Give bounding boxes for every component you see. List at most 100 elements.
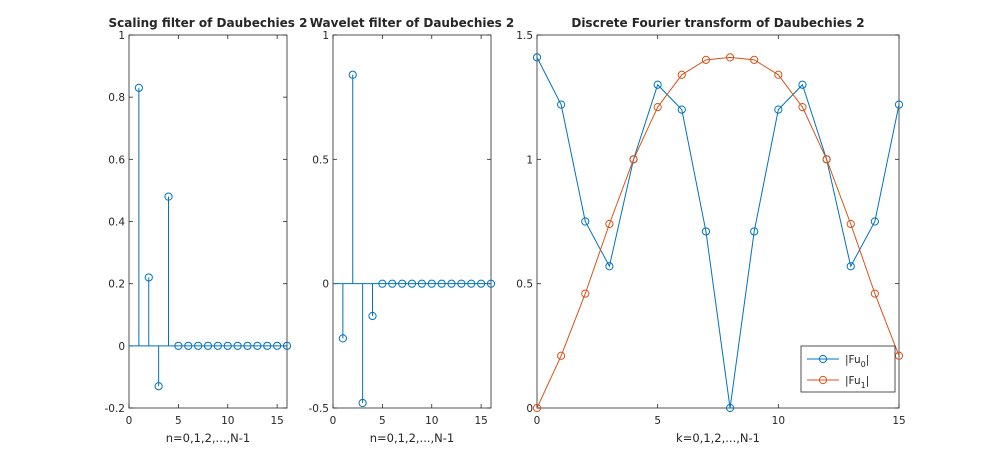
stem-marker xyxy=(457,279,466,288)
data-point-series-1 xyxy=(581,289,590,298)
data-point-series-0 xyxy=(725,403,735,413)
stem-marker xyxy=(223,341,232,350)
legend-box xyxy=(800,345,896,393)
x-tick-label: 0 xyxy=(126,415,133,427)
data-point-series-1 xyxy=(653,103,662,112)
x-axis-label: n=0,1,2,...,N-1 xyxy=(166,431,251,445)
y-tick-label: -0.2 xyxy=(105,403,126,415)
stem-marker xyxy=(388,279,397,288)
data-point-series-0 xyxy=(750,227,759,236)
data-point-series-0 xyxy=(605,262,614,271)
y-tick-label: 0.5 xyxy=(312,154,329,166)
legend-subscript: 0 xyxy=(861,360,866,369)
stem-marker xyxy=(134,83,143,92)
x-tick-label: 0 xyxy=(534,415,541,427)
y-tick-label: 1 xyxy=(118,30,125,42)
stem-marker xyxy=(407,279,417,288)
data-point-series-1 xyxy=(701,55,711,64)
legend: |Fu0||Fu1| xyxy=(800,345,896,393)
data-point-series-0 xyxy=(677,105,686,114)
data-point-series-0 xyxy=(557,100,566,109)
legend-label-0: |Fu0| xyxy=(845,354,869,369)
data-point-series-0 xyxy=(870,217,879,226)
stem-marker xyxy=(447,279,456,288)
chart-title: Discrete Fourier transform of Daubechies… xyxy=(571,16,864,30)
y-tick-label: -0.5 xyxy=(309,403,330,415)
x-tick-label: 15 xyxy=(892,415,905,427)
stem-marker xyxy=(358,398,367,408)
x-tick-label: 15 xyxy=(474,415,487,427)
chart-title: Scaling filter of Daubechies 2 xyxy=(109,16,308,30)
x-tick-label: 10 xyxy=(425,415,438,427)
stem-marker xyxy=(417,279,426,288)
data-point-series-1 xyxy=(822,155,831,164)
y-tick-label: 1.5 xyxy=(516,30,533,42)
stem-marker xyxy=(398,279,407,288)
series-line-0 xyxy=(536,57,900,409)
stem-marker xyxy=(427,279,436,288)
stem-marker xyxy=(243,341,252,350)
x-tick-label: 5 xyxy=(175,415,182,427)
data-point-series-0 xyxy=(581,217,590,226)
data-point-series-0 xyxy=(653,80,662,89)
y-tick-label: 0 xyxy=(118,341,125,353)
stem-marker xyxy=(154,382,163,391)
stem-marker xyxy=(174,341,183,350)
chart-title: Wavelet filter of Daubechies 2 xyxy=(310,16,515,30)
stem-marker xyxy=(486,279,496,288)
legend-name: |Fu xyxy=(845,375,861,387)
legend-suffix: | xyxy=(866,375,870,387)
data-point-series-0 xyxy=(774,105,783,114)
legend-marker xyxy=(818,354,828,364)
data-point-series-0 xyxy=(701,227,711,236)
y-tick-label: 0 xyxy=(322,279,329,291)
legend-label-1: |Fu1| xyxy=(845,375,869,390)
data-point-series-0 xyxy=(846,262,855,271)
stem-marker xyxy=(203,341,213,350)
stem-marker xyxy=(164,192,173,201)
data-point-series-1 xyxy=(532,403,542,413)
data-point-series-1 xyxy=(750,55,759,64)
x-tick-label: 0 xyxy=(330,415,337,427)
y-tick-label: 0 xyxy=(526,403,533,415)
legend-name: |Fu xyxy=(845,354,861,366)
data-point-series-0 xyxy=(894,100,904,109)
stem-marker xyxy=(338,334,347,343)
stem-marker xyxy=(213,341,222,350)
legend-suffix: | xyxy=(866,354,870,366)
y-tick-label: 0.5 xyxy=(516,279,533,291)
data-point-series-1 xyxy=(557,351,566,360)
x-tick-label: 5 xyxy=(654,415,661,427)
stem-marker xyxy=(273,341,282,350)
stem-marker xyxy=(378,279,387,288)
x-tick-label: 15 xyxy=(270,415,283,427)
data-point-series-1 xyxy=(774,70,783,79)
stem-marker xyxy=(348,70,357,79)
series-line-1 xyxy=(536,56,900,409)
data-point-series-1 xyxy=(677,70,686,79)
y-tick-label: 1 xyxy=(322,30,329,42)
x-axis-label: k=0,1,2,...,N-1 xyxy=(676,431,760,445)
axes-frame xyxy=(128,34,288,409)
data-point-series-1 xyxy=(629,155,638,164)
data-point-series-0 xyxy=(532,53,542,62)
data-point-series-1 xyxy=(846,219,855,229)
stem-marker xyxy=(467,279,476,288)
stem-marker xyxy=(477,279,486,288)
y-tick-label: 0.2 xyxy=(108,279,125,291)
stem-marker xyxy=(263,341,272,350)
x-tick-label: 5 xyxy=(379,415,386,427)
stem-marker xyxy=(144,273,153,282)
y-tick-label: 0.6 xyxy=(108,154,125,166)
data-point-series-1 xyxy=(870,289,879,298)
x-tick-label: 10 xyxy=(772,415,785,427)
axes-frame xyxy=(332,34,492,409)
data-point-series-1 xyxy=(798,103,807,112)
stem-marker xyxy=(253,341,262,350)
stem-marker xyxy=(368,311,377,321)
stem-marker xyxy=(282,341,292,350)
